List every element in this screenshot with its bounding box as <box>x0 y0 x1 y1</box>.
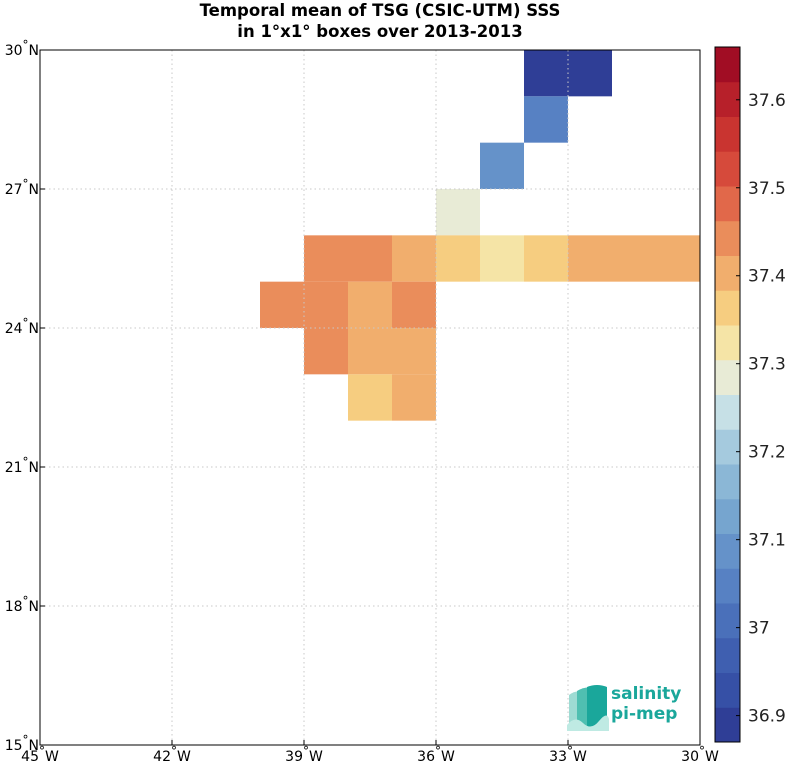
longitude-tick-label: 30°W <box>681 744 719 763</box>
colorbar-segment <box>715 672 740 708</box>
sss-cell <box>348 328 392 375</box>
colorbar-segment <box>715 116 740 152</box>
longitude-tick-label: 42°W <box>153 744 191 763</box>
sss-cell <box>568 235 612 282</box>
logo-word-salinity: salinity <box>611 684 682 704</box>
sss-cell <box>568 50 612 97</box>
colorbar: 36.9 37 37.1 37.2 37.3 37.4 37.5 37.6 <box>714 46 786 743</box>
longitude-ticks: 45°W 42°W 39°W 36°W 33°W 30°W <box>21 740 719 763</box>
latitude-tick-label: 27°N <box>5 177 39 198</box>
sss-cell <box>524 96 568 143</box>
sss-cell <box>480 235 524 282</box>
sss-cell <box>348 281 392 328</box>
sss-cell <box>392 374 436 421</box>
latitude-tick-label: 30°N <box>5 38 39 59</box>
colorbar-frame <box>714 46 741 743</box>
colorbar-tick-label: 37.1 <box>748 531 786 551</box>
sss-cell <box>348 235 392 282</box>
sss-cell <box>480 142 524 189</box>
sss-cell <box>392 281 436 328</box>
sss-cell <box>304 328 348 375</box>
sss-cell <box>304 281 348 328</box>
latitude-tick-label: 21°N <box>5 455 39 476</box>
wave-logo-icon <box>567 685 609 731</box>
colorbar-tick-label: 37.5 <box>748 179 786 199</box>
longitude-tick-label: 33°W <box>549 744 587 763</box>
colorbar-segment <box>715 394 740 430</box>
latitude-tick-label: 15°N <box>5 733 39 754</box>
logo-word-pi-mep: pi-mep <box>611 704 678 724</box>
colorbar-segment <box>715 637 740 673</box>
map-title: Temporal mean of TSG (CSIC-UTM) SSS in 1… <box>0 0 760 42</box>
longitude-tick-label: 45°W <box>21 744 59 763</box>
longitude-tick-label: 36°W <box>417 744 455 763</box>
colorbar-segment <box>715 151 740 187</box>
colorbar-segment <box>715 220 740 256</box>
graticule <box>40 50 700 745</box>
sss-cell <box>260 281 304 328</box>
sss-cell <box>656 235 700 282</box>
colorbar-tick-label: 37.6 <box>748 91 786 111</box>
colorbar-segment <box>715 464 740 500</box>
latitude-ticks: 15°N 18°N 21°N 24°N 27°N 30°N <box>5 38 45 754</box>
colorbar-segment <box>715 325 740 361</box>
colorbar-tick-label: 37 <box>748 619 770 639</box>
colorbar-segment <box>715 81 740 117</box>
colorbar-tick-label: 36.9 <box>748 707 786 727</box>
colorbar-segment <box>715 429 740 465</box>
map-title-line-2: in 1°x1° boxes over 2013-2013 <box>237 22 523 41</box>
colorbar-segment <box>715 707 740 743</box>
sss-cell <box>392 235 436 282</box>
sss-cell <box>392 328 436 375</box>
colorbar-segment <box>715 290 740 326</box>
sss-cell <box>348 374 392 421</box>
latitude-tick-label: 18°N <box>5 594 39 615</box>
plot-frame <box>39 49 701 746</box>
longitude-tick-label: 39°W <box>285 744 323 763</box>
colorbar-tick-label: 37.4 <box>748 267 786 287</box>
sss-cell <box>612 235 656 282</box>
colorbar-segment <box>715 255 740 291</box>
colorbar-segment <box>715 186 740 222</box>
latitude-tick-label: 24°N <box>5 316 39 337</box>
colorbar-segment <box>715 568 740 604</box>
colorbar-segment <box>715 47 740 83</box>
map-title-line-1: Temporal mean of TSG (CSIC-UTM) SSS <box>199 1 561 20</box>
colorbar-segment <box>715 533 740 569</box>
sss-cell <box>524 235 568 282</box>
colorbar-segment <box>715 498 740 534</box>
sss-cell <box>436 189 480 236</box>
sss-cell <box>304 235 348 282</box>
colorbar-segment <box>715 359 740 395</box>
colorbar-segment <box>715 603 740 639</box>
colorbar-tick-label: 37.2 <box>748 443 786 463</box>
salinity-pi-mep-logo: salinity pi-mep <box>565 683 705 733</box>
sss-cell <box>524 50 568 97</box>
colorbar-tick-label: 37.3 <box>748 355 786 375</box>
sss-cell <box>436 235 480 282</box>
sss-cells <box>260 50 700 421</box>
